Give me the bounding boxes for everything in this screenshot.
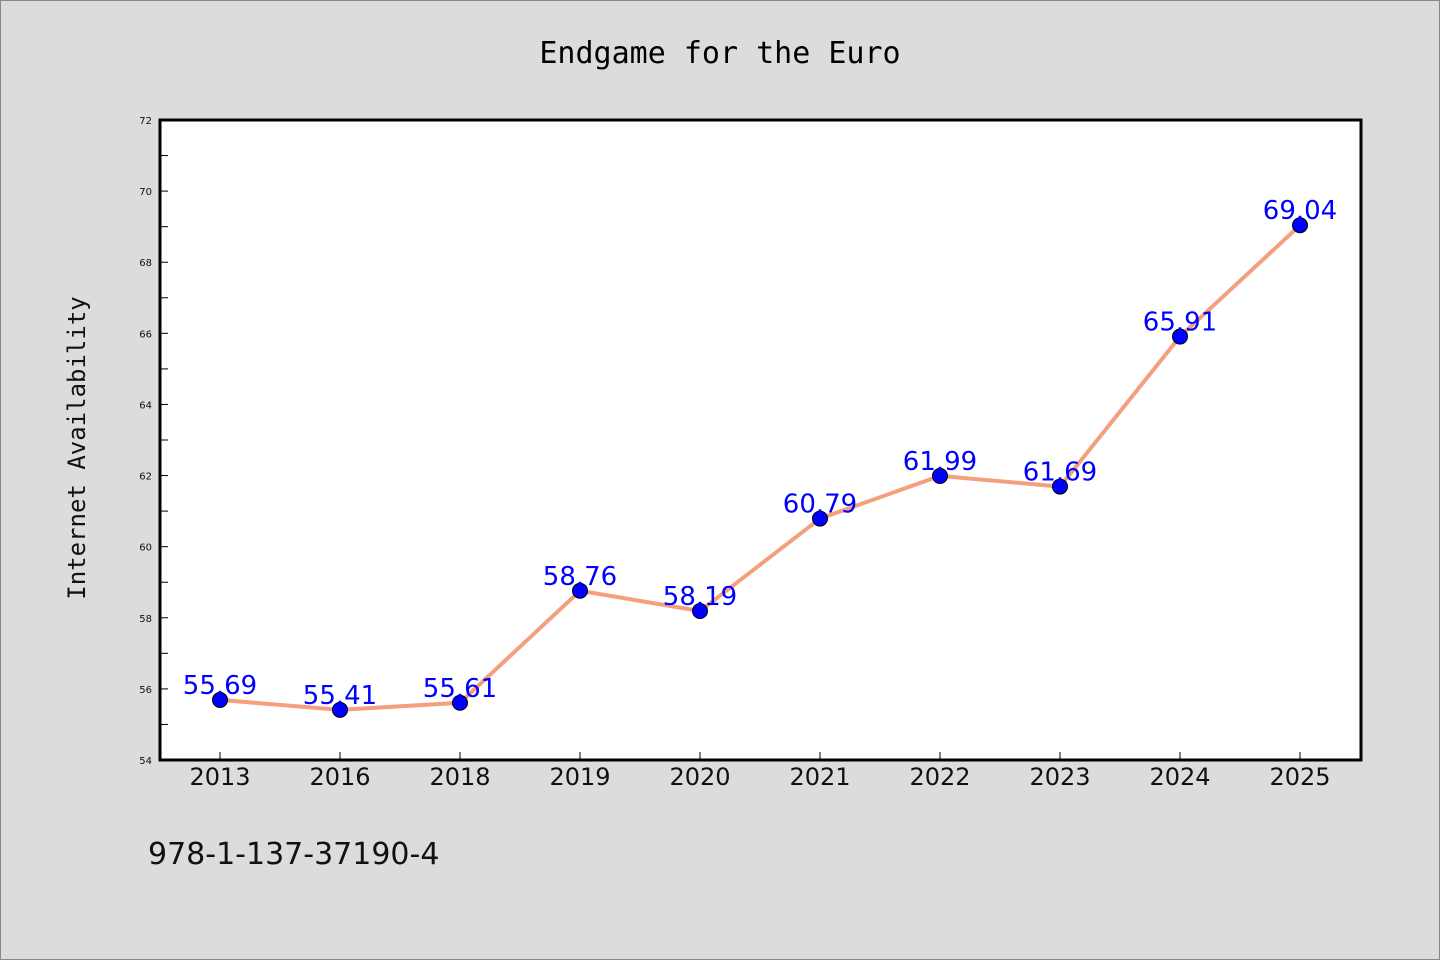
y-tick-label: 64 bbox=[139, 400, 152, 411]
x-tick-label: 2020 bbox=[669, 763, 730, 791]
y-tick-label: 70 bbox=[139, 187, 152, 198]
y-tick-label: 58 bbox=[139, 614, 152, 625]
y-tick-label: 72 bbox=[139, 116, 152, 127]
y-axis-label: Internet Availability bbox=[63, 296, 91, 599]
data-point bbox=[932, 467, 948, 484]
data-label: 55.41 bbox=[303, 681, 377, 711]
x-tick-label: 2018 bbox=[429, 763, 490, 791]
x-tick-label: 2016 bbox=[309, 763, 370, 791]
plot-border bbox=[158, 118, 1363, 762]
data-label: 69.04 bbox=[1263, 196, 1337, 226]
data-label: 55.61 bbox=[423, 674, 497, 704]
data-label: 65.91 bbox=[1143, 308, 1217, 338]
data-point bbox=[332, 701, 348, 718]
data-label: 60.79 bbox=[783, 490, 857, 520]
series-line bbox=[218, 223, 1302, 712]
data-point bbox=[812, 510, 828, 527]
data-label: 58.19 bbox=[663, 582, 737, 612]
data-point bbox=[1292, 217, 1308, 234]
x-tick-label: 2025 bbox=[1269, 763, 1330, 791]
chart-marks: 54 56 58 60 62 64 66 68 70 72 2013 2016 2018 2019 2020… bbox=[139, 116, 1337, 791]
data-label: 61.69 bbox=[1023, 458, 1097, 488]
y-tick-label: 54 bbox=[139, 756, 152, 767]
data-point bbox=[1052, 478, 1068, 495]
chart-title: Endgame for the Euro bbox=[539, 36, 900, 71]
data-label: 55.69 bbox=[183, 671, 257, 701]
y-tick-label: 62 bbox=[139, 472, 152, 483]
x-tick-label: 2022 bbox=[909, 763, 970, 791]
data-point bbox=[212, 691, 228, 708]
x-tick-label: 2021 bbox=[789, 763, 850, 791]
x-tick-label: 2024 bbox=[1149, 763, 1210, 791]
x-tick-label: 2019 bbox=[549, 763, 610, 791]
y-tick-label: 60 bbox=[139, 543, 152, 554]
x-tick-label: 2013 bbox=[189, 763, 250, 791]
y-tick-label: 68 bbox=[139, 258, 152, 269]
isbn-footer: 978-1-137-37190-4 bbox=[148, 837, 439, 872]
data-point bbox=[692, 603, 708, 620]
y-tick-label: 66 bbox=[139, 329, 152, 340]
plot-area bbox=[160, 120, 1361, 760]
data-point bbox=[452, 694, 468, 711]
data-label: 61.99 bbox=[903, 447, 977, 477]
x-tick-label: 2023 bbox=[1029, 763, 1090, 791]
y-tick-label: 56 bbox=[139, 685, 152, 696]
data-point bbox=[1172, 328, 1188, 345]
data-point bbox=[572, 582, 588, 599]
data-label: 58.76 bbox=[543, 562, 617, 592]
